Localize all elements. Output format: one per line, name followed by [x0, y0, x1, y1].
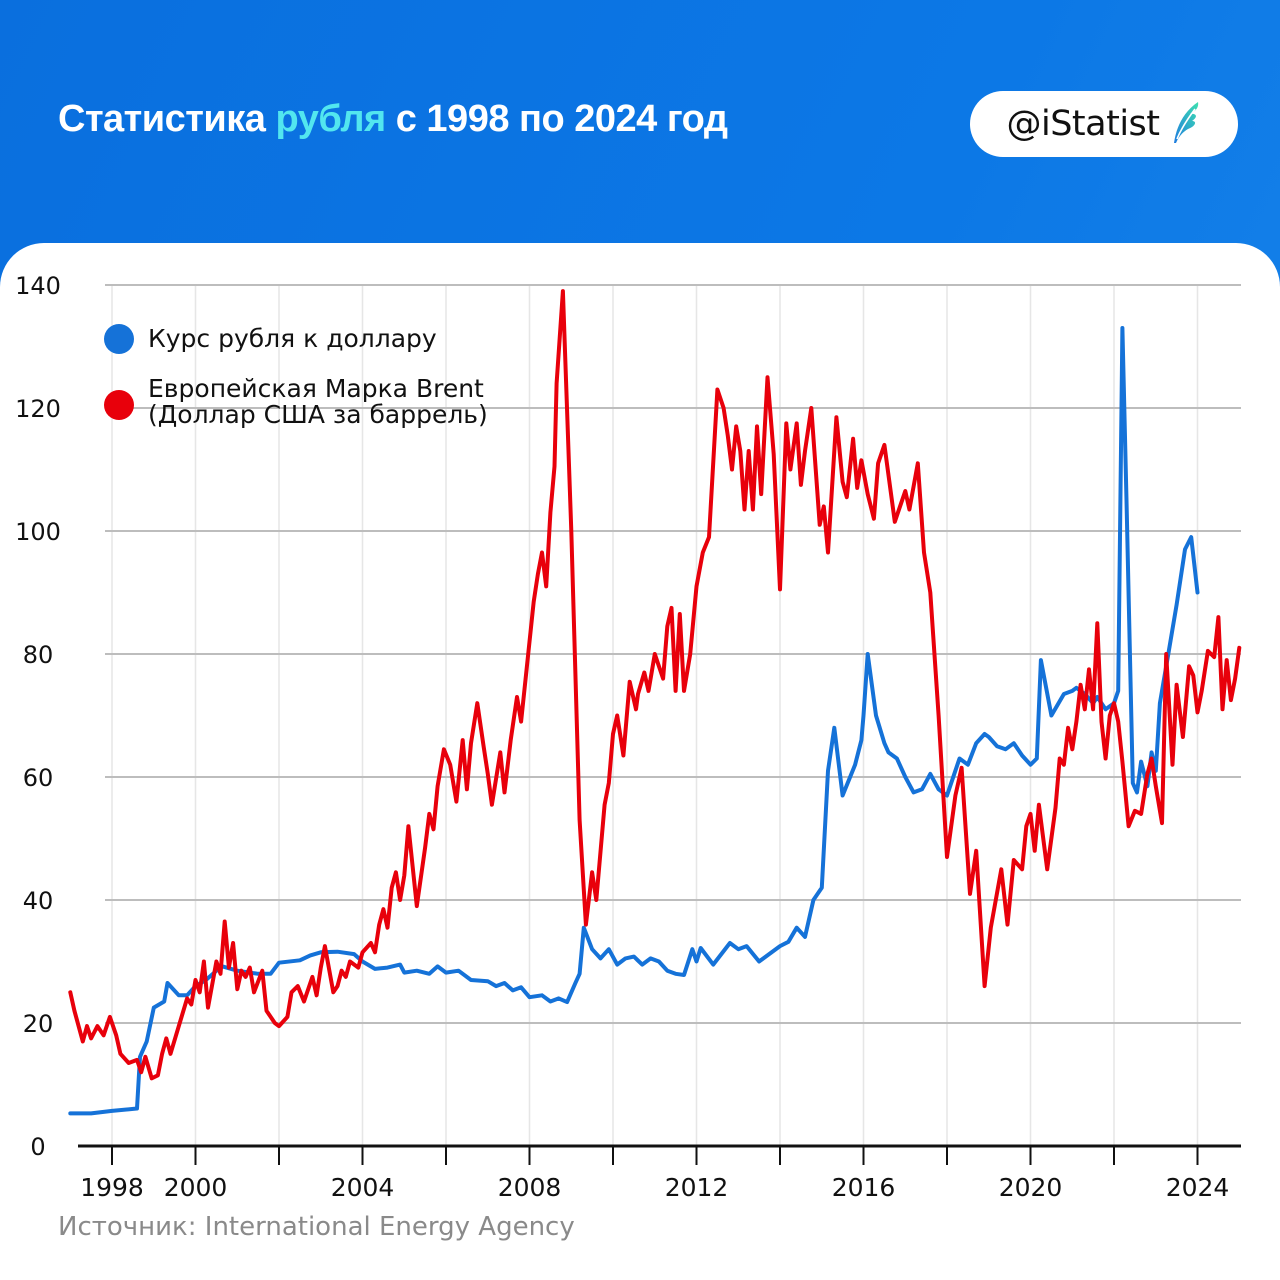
series-lines	[68, 289, 1242, 1116]
x-tick-label: 2020	[999, 1173, 1063, 1202]
title-part2: с 1998 по 2024 год	[385, 98, 728, 140]
x-tick-label: 2004	[331, 1173, 395, 1202]
legend-dot-brent-icon	[104, 390, 134, 420]
legend-label-rub: Курс рубля к доллару	[148, 324, 437, 353]
x-tick-label: 2000	[164, 1173, 228, 1202]
legend-item-brent: Европейская Марка Brent (Доллар США за б…	[104, 376, 488, 428]
y-tick-label: 60	[23, 764, 54, 792]
vertical-gridlines	[111, 285, 1199, 1146]
x-tick-label: 1998	[80, 1173, 144, 1202]
y-tick-label: 120	[15, 395, 61, 423]
x-axis-labels: 1998 2000 2004 2008 2012 2016 2020 2024	[80, 1173, 1229, 1202]
y-tick-label: 80	[23, 641, 54, 669]
source-note: Источник: International Energy Agency	[58, 1212, 575, 1242]
x-tick-label: 2008	[498, 1173, 562, 1202]
feather-logo-icon	[1168, 99, 1202, 150]
horizontal-gridlines	[105, 284, 1241, 1024]
series-rub-line	[68, 326, 1200, 1116]
brand-badge[interactable]: @iStatist	[970, 91, 1238, 157]
y-tick-label: 40	[23, 887, 54, 915]
y-tick-label: 20	[23, 1010, 54, 1038]
y-tick-label: 100	[15, 518, 61, 546]
series-brent-line	[68, 289, 1242, 1081]
brand-label: @iStatist	[1006, 104, 1160, 144]
x-tick-label: 2024	[1166, 1173, 1230, 1202]
y-axis-labels: 0 20 40 60 80 100 120 140	[15, 272, 61, 1161]
title-accent: рубля	[275, 98, 386, 140]
legend-item-rub: Курс рубля к доллару	[104, 322, 488, 354]
legend-label-brent: Европейская Марка Brent (Доллар США за б…	[148, 374, 488, 429]
title-part1: Статистика	[58, 98, 276, 140]
legend: Курс рубля к доллару Европейская Марка B…	[104, 322, 488, 428]
chart-card	[0, 243, 1280, 1280]
x-tick-label: 2016	[832, 1173, 896, 1202]
x-tick-label: 2012	[665, 1173, 729, 1202]
y-tick-label: 140	[15, 272, 61, 300]
x-axis	[78, 1144, 1241, 1165]
legend-dot-rub-icon	[104, 324, 134, 354]
page-title: Статистика рубля с 1998 по 2024 год	[58, 98, 728, 141]
y-tick-label: 0	[30, 1133, 45, 1161]
header: Статистика рубля с 1998 по 2024 год @iSt…	[0, 0, 1280, 260]
